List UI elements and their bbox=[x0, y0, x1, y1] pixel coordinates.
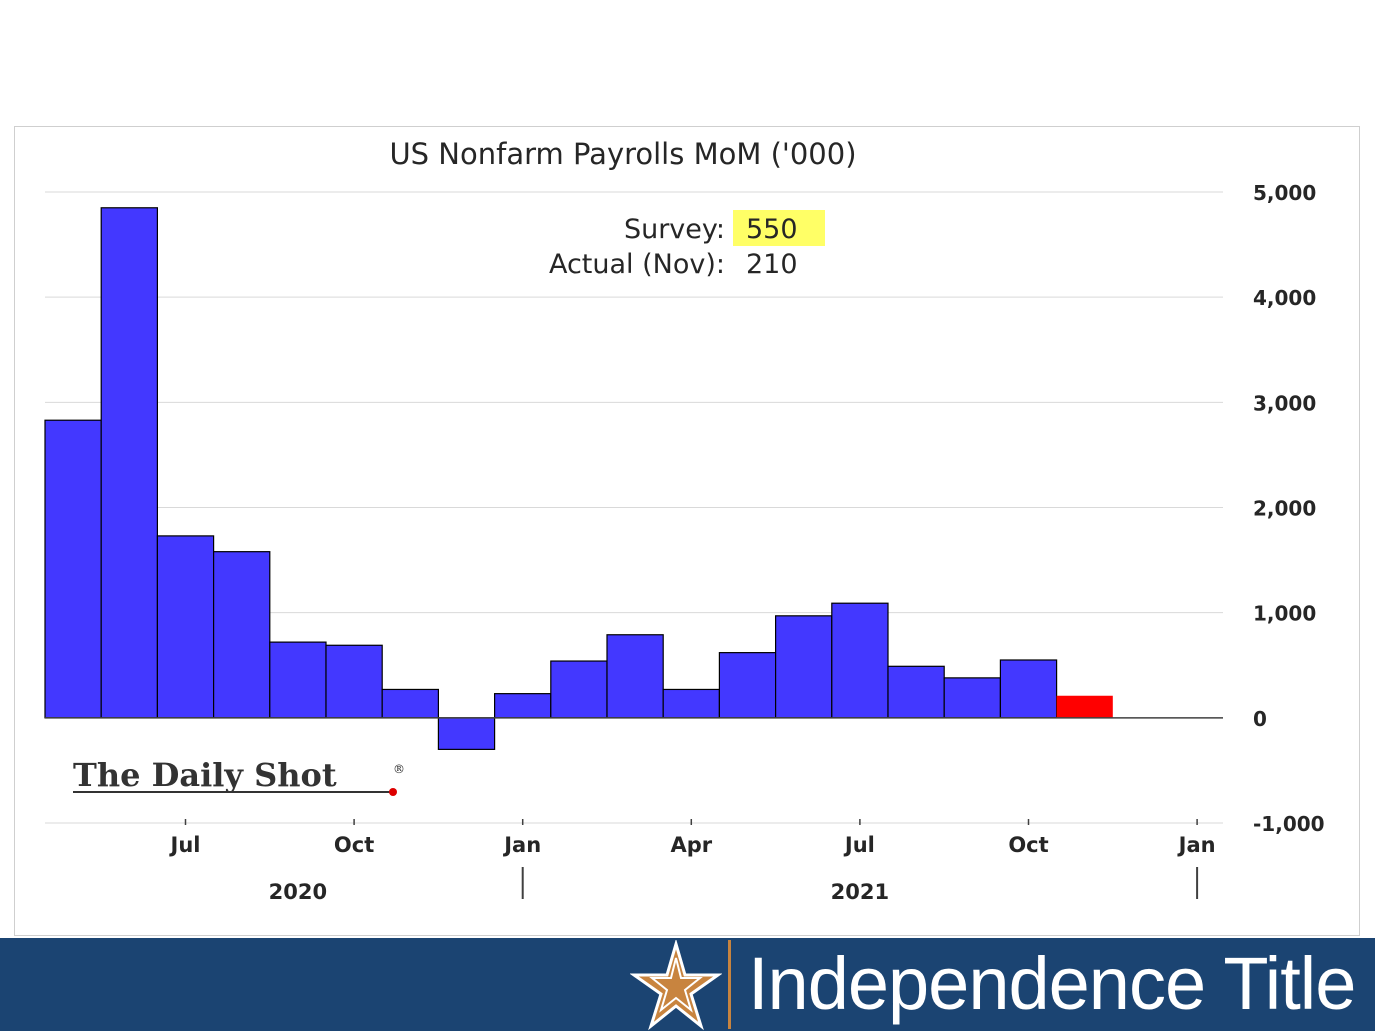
x-tick-label: Jan bbox=[1177, 833, 1216, 857]
y-tick-label: 2,000 bbox=[1253, 497, 1316, 521]
daily-shot-text: The Daily Shot bbox=[73, 756, 337, 794]
x-tick-label: Oct bbox=[334, 833, 374, 857]
actual-value: 210 bbox=[746, 249, 798, 280]
bar-2021-07 bbox=[831, 602, 889, 719]
bar-2021-04 bbox=[662, 688, 721, 719]
survey-label: Survey: bbox=[624, 214, 725, 245]
bar-2020-10 bbox=[325, 644, 383, 719]
logo-red-dot bbox=[389, 788, 397, 796]
x-tick-label: Jan bbox=[502, 833, 541, 857]
bar-2020-11 bbox=[381, 688, 440, 719]
year-label: 2020 bbox=[269, 880, 327, 904]
bar-2020-06 bbox=[100, 207, 158, 719]
y-tick-label: 1,000 bbox=[1253, 602, 1316, 626]
bar-2021-05 bbox=[718, 652, 777, 719]
bar-2021-01 bbox=[494, 693, 552, 719]
bar-2021-02 bbox=[550, 660, 608, 719]
footer-divider bbox=[728, 940, 731, 1029]
bar-2020-09 bbox=[269, 641, 327, 719]
survey-highlight bbox=[733, 210, 825, 246]
y-tick-label: 4,000 bbox=[1253, 286, 1316, 310]
daily-shot-logo: The Daily Shot ® bbox=[73, 756, 405, 796]
y-tick-label: 5,000 bbox=[1253, 181, 1316, 205]
bar-2020-12 bbox=[437, 717, 496, 750]
year-label: 2021 bbox=[831, 880, 889, 904]
bar-2021-10 bbox=[999, 659, 1058, 719]
survey-annotation: Survey: 550 Actual (Nov): 210 bbox=[549, 210, 825, 280]
bar-2021-06 bbox=[774, 615, 833, 719]
bar-2021-03 bbox=[606, 634, 664, 719]
x-tick-label: Jul bbox=[169, 833, 201, 857]
survey-value: 550 bbox=[746, 214, 798, 245]
x-tick-label: Oct bbox=[1008, 833, 1048, 857]
bar-2021-11 bbox=[1056, 695, 1113, 718]
chart-frame: 5,000 4,000 3,000 2,000 1,000 0 -1,000 Jul Oct J… bbox=[14, 126, 1360, 936]
y-tick-label: 0 bbox=[1253, 707, 1267, 731]
chart-title: US Nonfarm Payrolls MoM ('000) bbox=[389, 137, 856, 171]
bar-2020-07 bbox=[156, 535, 215, 719]
bar-2021-08 bbox=[887, 665, 945, 719]
x-axis: Jul Oct Jan Apr Jul Oct Jan 2020 2021 bbox=[169, 819, 1216, 904]
y-tick-label: -1,000 bbox=[1253, 812, 1325, 836]
x-tick-label: Apr bbox=[670, 833, 712, 857]
y-axis: 5,000 4,000 3,000 2,000 1,000 0 -1,000 bbox=[45, 181, 1325, 836]
bar-2021-09 bbox=[943, 677, 1002, 719]
bar-2020-08 bbox=[213, 551, 271, 719]
bars bbox=[44, 207, 1113, 750]
brand-name: Independence Title bbox=[748, 942, 1356, 1025]
x-tick-label: Jul bbox=[843, 833, 875, 857]
y-tick-label: 3,000 bbox=[1253, 391, 1316, 415]
star-icon bbox=[630, 940, 722, 1031]
actual-label: Actual (Nov): bbox=[549, 249, 725, 280]
grid-lines bbox=[45, 191, 1223, 824]
bar-2020-05 bbox=[44, 419, 102, 719]
registered-mark: ® bbox=[393, 762, 405, 776]
